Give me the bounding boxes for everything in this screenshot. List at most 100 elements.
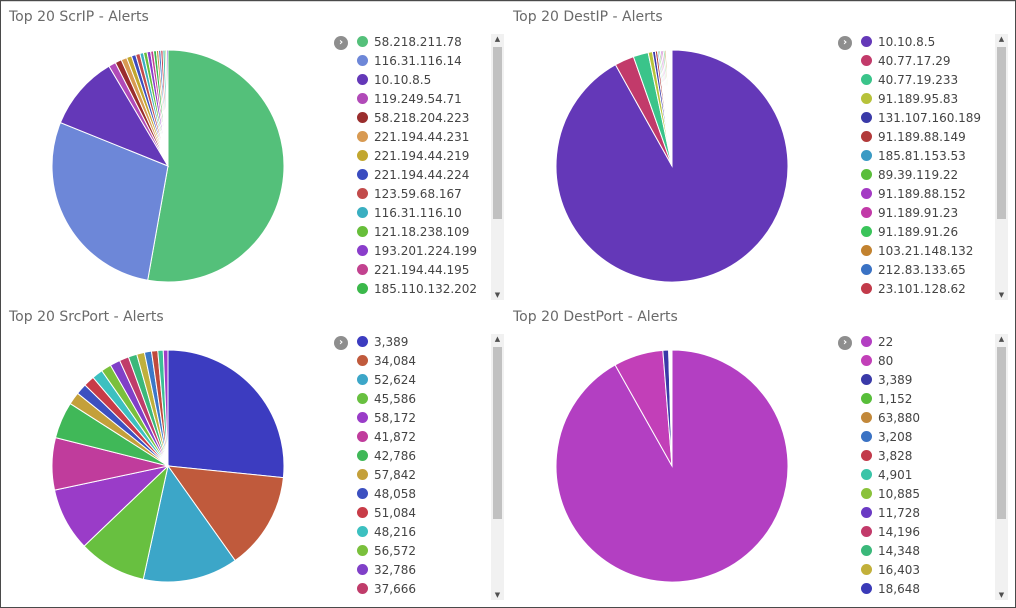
pie-slice[interactable] [166, 49, 169, 167]
legend-item[interactable]: 3,828 [861, 447, 991, 466]
scroll-down-icon[interactable]: ▼ [998, 591, 1005, 599]
legend-item[interactable]: 56,572 [357, 542, 487, 561]
legend-scrollbar[interactable]: ▲ ▼ [995, 34, 1008, 300]
legend-item[interactable]: 63,880 [861, 409, 991, 428]
pie-chart[interactable] [43, 41, 293, 291]
pie-chart[interactable] [547, 41, 797, 291]
scroll-thumb[interactable] [997, 47, 1006, 219]
pie-chart[interactable] [547, 341, 797, 591]
legend-item[interactable]: 131.107.160.189 [861, 109, 991, 128]
legend-scrollbar[interactable]: ▲ ▼ [491, 334, 504, 600]
scroll-down-icon[interactable]: ▼ [494, 591, 501, 599]
legend-item[interactable]: 58.218.211.78 [357, 33, 487, 52]
legend-item[interactable]: 221.194.44.195 [357, 261, 487, 280]
legend-item[interactable]: 51,084 [357, 504, 487, 523]
legend-item[interactable]: 91.189.88.149 [861, 128, 991, 147]
pie-slice[interactable] [51, 121, 169, 281]
scroll-up-icon[interactable]: ▲ [998, 335, 1005, 343]
legend-item[interactable]: 121.18.238.109 [357, 223, 487, 242]
legend-item[interactable]: 41,872 [357, 428, 487, 447]
legend-label: 23.101.128.62 [878, 282, 966, 296]
legend-item[interactable]: 4,901 [861, 466, 991, 485]
legend-item[interactable]: 40.77.19.233 [861, 71, 991, 90]
pie-slice[interactable] [166, 465, 284, 562]
legend-item[interactable]: 10,885 [861, 485, 991, 504]
legend-item[interactable]: 14,348 [861, 542, 991, 561]
legend-swatch [861, 355, 872, 366]
scroll-down-icon[interactable]: ▼ [494, 291, 501, 299]
legend-item[interactable]: 45,586 [357, 390, 487, 409]
legend-item[interactable]: 16,403 [861, 561, 991, 580]
legend-label: 121.18.238.109 [374, 225, 470, 239]
pie-slice[interactable] [147, 49, 285, 283]
scroll-thumb[interactable] [493, 47, 502, 219]
legend-toggle-icon[interactable]: › [838, 36, 852, 50]
legend-toggle-icon[interactable]: › [334, 336, 348, 350]
legend-label: 42,786 [374, 449, 416, 463]
legend-item[interactable]: 116.31.116.14 [357, 52, 487, 71]
legend-item[interactable]: 91.189.91.23 [861, 204, 991, 223]
legend-item[interactable]: 119.249.54.71 [357, 90, 487, 109]
legend-item[interactable]: 34,084 [357, 352, 487, 371]
scroll-down-icon[interactable]: ▼ [998, 291, 1005, 299]
scroll-up-icon[interactable]: ▲ [494, 35, 501, 43]
legend-swatch [861, 112, 872, 123]
scroll-thumb[interactable] [997, 347, 1006, 519]
legend-label: 52,624 [374, 373, 416, 387]
legend-item[interactable]: 103.21.148.132 [861, 242, 991, 261]
legend-item[interactable]: 91.189.95.83 [861, 90, 991, 109]
legend-item[interactable]: 48,216 [357, 523, 487, 542]
pie-slice[interactable] [670, 49, 673, 167]
legend-item[interactable]: 37,666 [357, 580, 487, 599]
legend-item[interactable]: 52,624 [357, 371, 487, 390]
legend-swatch [357, 55, 368, 66]
legend-item[interactable]: 10.10.8.5 [357, 71, 487, 90]
legend-item[interactable]: 80 [861, 352, 991, 371]
legend-item[interactable]: 91.189.91.26 [861, 223, 991, 242]
legend-item[interactable]: 58.218.204.223 [357, 109, 487, 128]
legend-item[interactable]: 212.83.133.65 [861, 261, 991, 280]
scroll-up-icon[interactable]: ▲ [998, 35, 1005, 43]
legend-item[interactable]: 3,389 [861, 371, 991, 390]
legend-item[interactable]: 221.194.44.224 [357, 166, 487, 185]
legend-item[interactable]: 193.201.224.199 [357, 242, 487, 261]
pie-slice[interactable] [59, 65, 170, 168]
legend-item[interactable]: 91.189.88.152 [861, 185, 991, 204]
pie-chart[interactable] [43, 341, 293, 591]
legend-item[interactable]: 1,152 [861, 390, 991, 409]
scroll-up-icon[interactable]: ▲ [494, 335, 501, 343]
legend-item[interactable]: 221.194.44.231 [357, 128, 487, 147]
legend-item[interactable]: 32,786 [357, 561, 487, 580]
legend-item[interactable]: 14,196 [861, 523, 991, 542]
legend-item[interactable]: 23.101.128.62 [861, 280, 991, 299]
legend-item[interactable]: 57,842 [357, 466, 487, 485]
legend-item[interactable]: 116.31.116.10 [357, 204, 487, 223]
legend-item[interactable]: 185.81.153.53 [861, 147, 991, 166]
pie-slice[interactable] [162, 349, 169, 467]
legend-toggle-icon[interactable]: › [334, 36, 348, 50]
legend-toggle-icon[interactable]: › [838, 336, 852, 350]
legend-label: 80 [878, 354, 894, 368]
legend-label: 1,152 [878, 392, 913, 406]
legend-swatch [861, 283, 872, 294]
legend-scrollbar[interactable]: ▲ ▼ [491, 34, 504, 300]
legend-item[interactable]: 11,728 [861, 504, 991, 523]
legend-item[interactable]: 40.77.17.29 [861, 52, 991, 71]
pie-slice[interactable] [167, 349, 285, 479]
legend-item[interactable]: 3,389 [357, 333, 487, 352]
legend-item[interactable]: 22 [861, 333, 991, 352]
legend-item[interactable]: 123.59.68.167 [357, 185, 487, 204]
pie-slice[interactable] [142, 464, 236, 583]
legend-item[interactable]: 10.10.8.5 [861, 33, 991, 52]
legend-scrollbar[interactable]: ▲ ▼ [995, 334, 1008, 600]
legend-label: 119.249.54.71 [374, 92, 462, 106]
legend-item[interactable]: 221.194.44.219 [357, 147, 487, 166]
legend-item[interactable]: 42,786 [357, 447, 487, 466]
legend-item[interactable]: 3,208 [861, 428, 991, 447]
legend-item[interactable]: 185.110.132.202 [357, 280, 487, 299]
legend-item[interactable]: 58,172 [357, 409, 487, 428]
legend-item[interactable]: 48,058 [357, 485, 487, 504]
legend-item[interactable]: 89.39.119.22 [861, 166, 991, 185]
legend-item[interactable]: 18,648 [861, 580, 991, 599]
scroll-thumb[interactable] [493, 347, 502, 519]
